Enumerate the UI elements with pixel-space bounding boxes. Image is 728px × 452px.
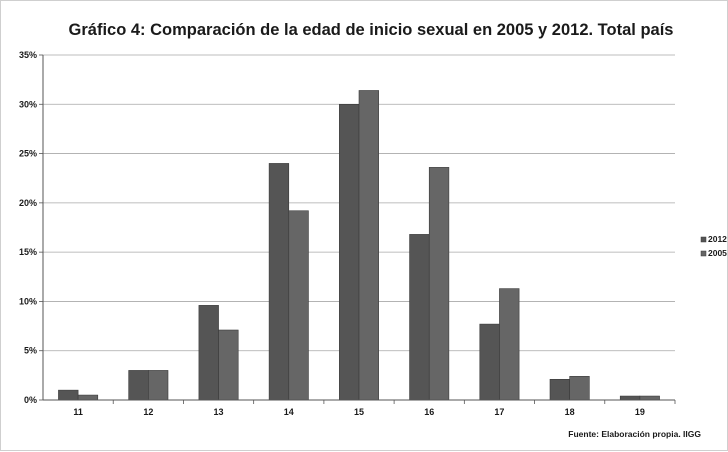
x-tick-label: 16 (424, 407, 434, 417)
y-tick-label: 20% (19, 198, 37, 208)
legend-label-2012: 2012 (708, 234, 727, 244)
bar-2005-13 (218, 329, 239, 401)
x-tick-label: 14 (284, 407, 294, 417)
y-tick-label: 25% (19, 149, 37, 159)
bar-2005-12 (148, 370, 169, 401)
bar-2012-12 (128, 370, 149, 401)
y-tick-label: 15% (19, 247, 37, 257)
axes (39, 54, 676, 404)
legend-swatch-2005 (700, 250, 707, 257)
chart-title: Gráfico 4: Comparación de la edad de ini… (68, 21, 674, 39)
x-tick-label: 18 (565, 407, 575, 417)
bar-2012-19 (619, 395, 641, 401)
y-axis-ticks: 0% 5% 10% 15% 20% 25% 30% 35% (19, 50, 37, 405)
y-tick-label: 30% (19, 99, 37, 109)
y-tick-label: 0% (24, 395, 37, 405)
y-tick-label: 35% (19, 50, 37, 60)
y-tick-label: 10% (19, 296, 37, 306)
bar-2005-18 (569, 376, 590, 401)
source-note: Fuente: Elaboración propia. IIGG (568, 429, 701, 439)
bar-2005-15 (358, 90, 379, 401)
bar-2005-19 (639, 395, 660, 401)
bar-2012-15 (339, 103, 360, 401)
legend: 2012 2005 (700, 234, 727, 258)
bar-2005-16 (428, 167, 450, 401)
bar-2012-18 (549, 378, 570, 401)
legend-label-2005: 2005 (708, 248, 727, 258)
bar-2012-11 (58, 389, 79, 401)
x-tick-label: 12 (143, 407, 153, 417)
bar-2012-16 (409, 234, 430, 401)
bar-2012-13 (198, 305, 219, 401)
bars (58, 90, 660, 401)
bar-2005-11 (77, 394, 99, 401)
bar-2005-17 (499, 288, 520, 401)
x-axis-ticks: 11 12 13 14 15 16 17 18 19 (73, 407, 645, 417)
bar-2012-14 (268, 163, 290, 401)
x-tick-label: 15 (354, 407, 364, 417)
x-tick-label: 17 (494, 407, 504, 417)
x-tick-label: 13 (214, 407, 224, 417)
x-tick-label: 19 (635, 407, 645, 417)
x-tick-label: 11 (73, 407, 83, 417)
legend-swatch-2012 (700, 236, 707, 243)
bar-2012-17 (479, 323, 500, 401)
y-tick-label: 5% (24, 346, 37, 356)
bar-2005-14 (288, 210, 309, 401)
